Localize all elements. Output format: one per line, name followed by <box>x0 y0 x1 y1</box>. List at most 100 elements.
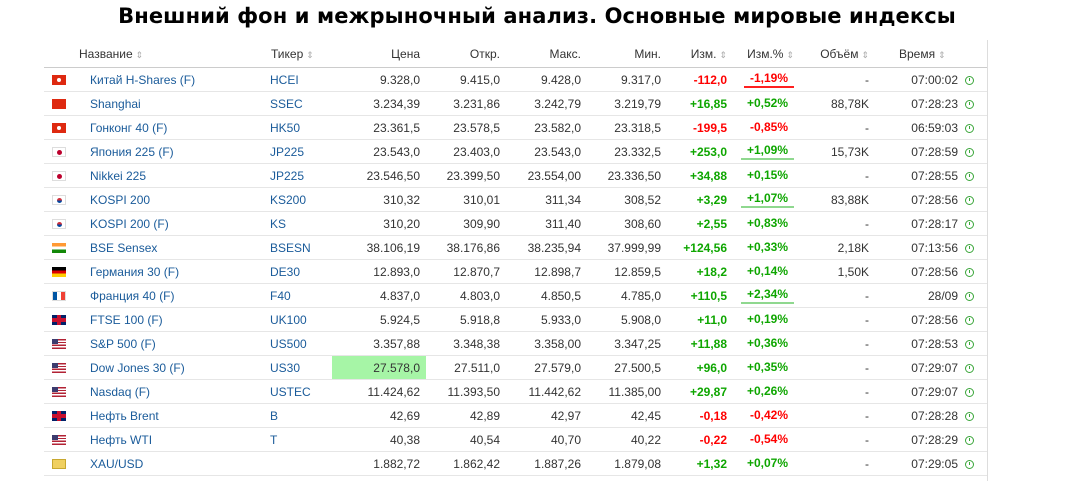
change-pct-cell: +0,52% <box>733 91 800 116</box>
ticker-link[interactable]: US500 <box>270 336 307 351</box>
table-row[interactable]: Китай H-Shares (F) HCEI 9.328,0 9.415,0 9.42… <box>44 67 988 92</box>
table-row[interactable]: BSE Sensex BSESN 38.106,19 38.176,86 38.235,… <box>44 235 988 260</box>
volume-cell: - <box>800 427 875 452</box>
ticker-link[interactable]: KS200 <box>270 192 307 207</box>
header-ticker[interactable]: Тикер ⇕ <box>270 40 332 68</box>
header-change[interactable]: Изм. ⇕ <box>667 40 733 68</box>
high-cell: 12.898,7 <box>506 259 587 284</box>
ticker-link[interactable]: JP225 <box>270 144 305 159</box>
header-time[interactable]: Время ⇕ <box>875 40 988 68</box>
name-cell: KOSPI 200 <box>78 187 270 212</box>
time-cell: 07:28:56 <box>875 259 988 284</box>
header-flag <box>44 40 78 68</box>
instrument-name-link[interactable]: Nasdaq (F) <box>90 384 151 399</box>
header-change-pct[interactable]: Изм.% ⇕ <box>733 40 800 68</box>
change-pct-value: +0,07% <box>746 456 788 470</box>
instrument-name-link[interactable]: Нефть Brent <box>90 408 159 423</box>
table-row[interactable]: Нефть Brent B 42,69 42,89 42,97 42,45 -0,18 -0,… <box>44 403 988 428</box>
change-pct-value: +0,15% <box>746 168 788 182</box>
ticker-link[interactable]: BSESN <box>270 240 311 255</box>
table-row[interactable]: S&P 500 (F) US500 3.357,88 3.348,38 3.358,00… <box>44 331 988 356</box>
table-row[interactable]: Япония 225 (F) JP225 23.543,0 23.403,0 23.54… <box>44 139 988 164</box>
instrument-name-link[interactable]: BSE Sensex <box>90 240 158 255</box>
instrument-name-link[interactable]: S&P 500 (F) <box>90 336 156 351</box>
header-open[interactable]: Откр. <box>426 40 506 68</box>
flag-cell <box>44 379 78 404</box>
change-cell: +29,87 <box>667 379 733 404</box>
ticker-link[interactable]: HCEI <box>270 72 299 87</box>
table-row[interactable]: Nikkei 225 JP225 23.546,50 23.399,50 23.554,… <box>44 163 988 188</box>
table-row[interactable]: Германия 30 (F) DE30 12.893,0 12.870,7 12.89… <box>44 259 988 284</box>
header-name[interactable]: Название ⇕ <box>78 40 270 68</box>
instrument-name-link[interactable]: Китай H-Shares (F) <box>90 72 196 87</box>
table-row[interactable]: Nasdaq (F) USTEC 11.424,62 11.393,50 11.442,… <box>44 379 988 404</box>
instrument-name-link[interactable]: Нефть WTI <box>90 432 153 447</box>
open-cell: 27.511,0 <box>426 355 506 380</box>
ticker-link[interactable]: UK100 <box>270 312 307 327</box>
clock-icon <box>965 363 974 373</box>
instrument-name-link[interactable]: Германия 30 (F) <box>90 264 180 279</box>
flag-cell <box>44 259 78 284</box>
volume-cell: - <box>800 451 875 476</box>
high-cell: 9.428,0 <box>506 67 587 92</box>
ticker-link[interactable]: USTEC <box>270 384 311 399</box>
time-value: 07:29:05 <box>911 456 958 471</box>
table-row[interactable]: FTSE 100 (F) UK100 5.924,5 5.918,8 5.933,0 5.… <box>44 307 988 332</box>
ticker-link[interactable]: T <box>270 432 278 447</box>
price-cell: 40,38 <box>332 427 426 452</box>
ticker-link[interactable]: HK50 <box>270 120 301 135</box>
sort-icon: ⇕ <box>786 49 794 60</box>
volume-cell: - <box>800 403 875 428</box>
flag-de-icon <box>52 267 66 278</box>
ticker-cell: B <box>270 403 332 428</box>
instrument-name-link[interactable]: XAU/USD <box>90 456 144 471</box>
low-cell: 1.879,08 <box>587 451 667 476</box>
table-row[interactable]: Shanghai SSEC 3.234,39 3.231,86 3.242,79 3.21… <box>44 91 988 116</box>
change-cell: -0,18 <box>667 403 733 428</box>
table-row[interactable]: XAU/USD 1.882,72 1.862,42 1.887,26 1.879,08 +… <box>44 451 988 476</box>
table-row[interactable]: KOSPI 200 KS200 310,32 310,01 311,34 308,52 +3… <box>44 187 988 212</box>
instrument-name-link[interactable]: Dow Jones 30 (F) <box>90 360 185 375</box>
volume-cell: - <box>800 67 875 92</box>
instrument-name-link[interactable]: KOSPI 200 <box>90 192 151 207</box>
flag-jp-icon <box>52 171 66 182</box>
instrument-name-link[interactable]: Nikkei 225 <box>90 168 147 183</box>
volume-cell: - <box>800 115 875 140</box>
instrument-name-link[interactable]: FTSE 100 (F) <box>90 312 163 327</box>
instrument-name-link[interactable]: Франция 40 (F) <box>90 288 175 303</box>
table-row[interactable]: KOSPI 200 (F) KS 310,20 309,90 311,40 308,60 +… <box>44 211 988 236</box>
time-cell: 07:28:17 <box>875 211 988 236</box>
header-low[interactable]: Мин. <box>587 40 667 68</box>
table-row[interactable]: Гонконг 40 (F) HK50 23.361,5 23.578,5 23.582… <box>44 115 988 140</box>
header-volume[interactable]: Объём ⇕ <box>800 40 875 68</box>
instrument-name-link[interactable]: Shanghai <box>90 96 141 111</box>
ticker-link[interactable]: DE30 <box>270 264 301 279</box>
change-pct-cell: +0,35% <box>733 355 800 380</box>
instrument-name-link[interactable]: Гонконг 40 (F) <box>90 120 168 135</box>
open-cell: 309,90 <box>426 211 506 236</box>
table-body: Китай H-Shares (F) HCEI 9.328,0 9.415,0 9.42… <box>44 67 988 476</box>
header-price[interactable]: Цена <box>332 40 426 68</box>
table-row[interactable]: Dow Jones 30 (F) US30 27.578,0 27.511,0 27.5… <box>44 355 988 380</box>
ticker-cell: JP225 <box>270 139 332 164</box>
clock-icon <box>965 459 974 469</box>
instrument-name-link[interactable]: Япония 225 (F) <box>90 144 174 159</box>
open-cell: 3.231,86 <box>426 91 506 116</box>
ticker-link[interactable]: F40 <box>270 288 291 303</box>
ticker-link[interactable]: KS <box>270 216 287 231</box>
ticker-link[interactable]: US30 <box>270 360 301 375</box>
ticker-link[interactable]: JP225 <box>270 168 305 183</box>
table-row[interactable]: Нефть WTI T 40,38 40,54 40,70 40,22 -0,22 -0,54… <box>44 427 988 452</box>
time-value: 07:28:56 <box>911 264 958 279</box>
ticker-link[interactable]: SSEC <box>270 96 303 111</box>
sort-icon: ⇕ <box>861 49 869 60</box>
ticker-link[interactable]: B <box>270 408 279 423</box>
clock-icon <box>965 435 974 445</box>
ticker-cell: T <box>270 427 332 452</box>
flag-us-icon <box>52 435 66 446</box>
table-row[interactable]: Франция 40 (F) F40 4.837,0 4.803,0 4.850,5 4.… <box>44 283 988 308</box>
header-high[interactable]: Макс. <box>506 40 587 68</box>
high-cell: 311,34 <box>506 187 587 212</box>
clock-icon <box>965 171 974 181</box>
instrument-name-link[interactable]: KOSPI 200 (F) <box>90 216 169 231</box>
